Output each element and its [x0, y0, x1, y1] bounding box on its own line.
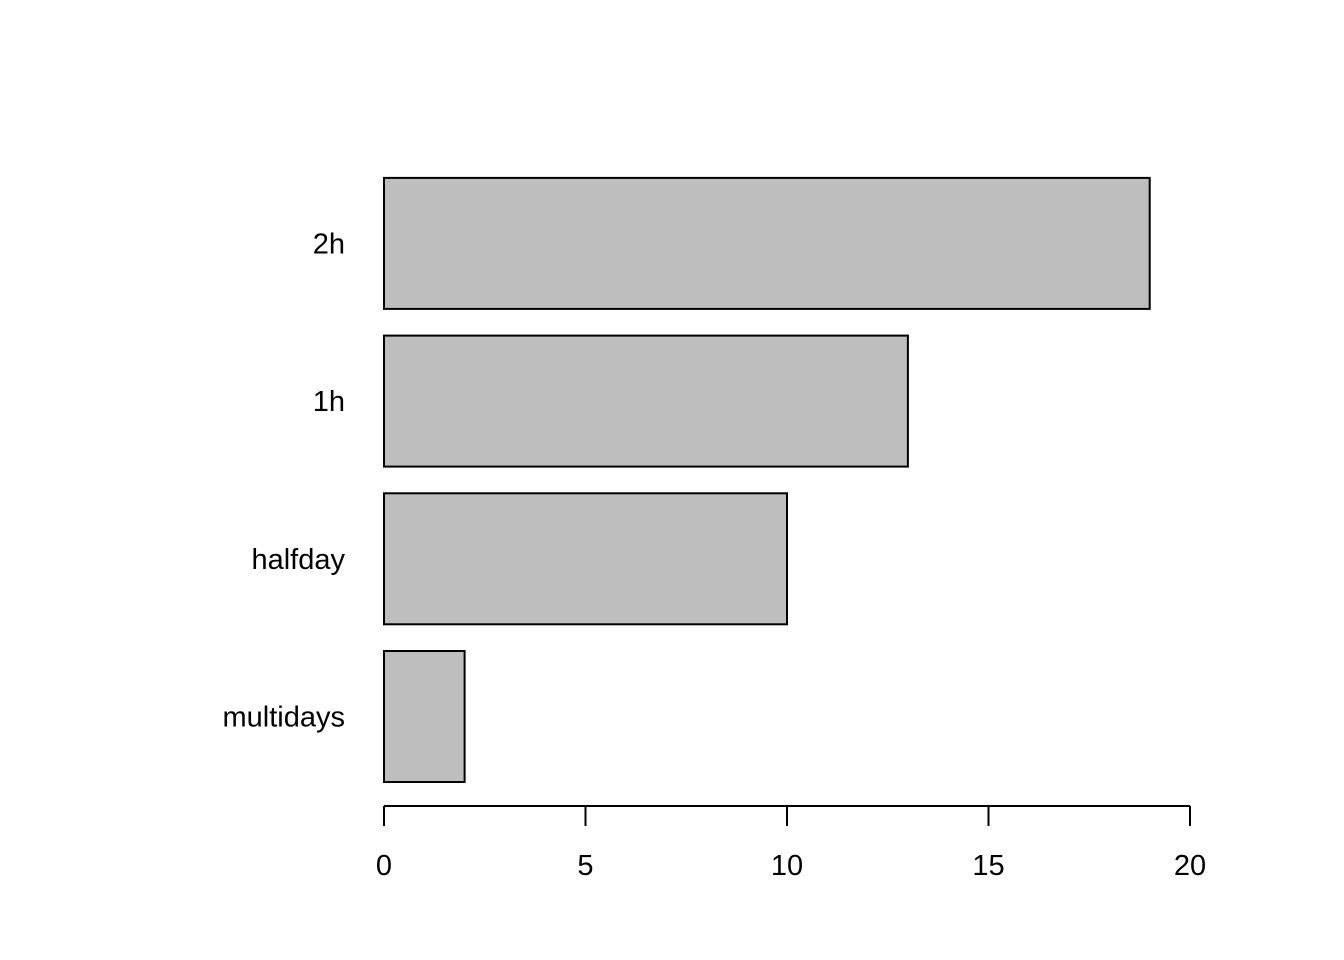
bar-multidays	[383, 650, 466, 783]
x-tick-label-10: 10	[771, 850, 803, 882]
x-tick-label-15: 15	[972, 850, 1004, 882]
bar-2h	[383, 176, 1151, 310]
x-axis: 0 5 10 15 20	[376, 805, 1206, 882]
category-labels-group: multidays halfday 1h 2h	[223, 228, 346, 733]
x-tick-label-0: 0	[376, 850, 392, 882]
bars-group	[383, 176, 1151, 783]
category-label-halfday: halfday	[251, 544, 345, 576]
bar-1h	[383, 334, 909, 468]
category-label-multidays: multidays	[223, 702, 346, 734]
x-tick-label-5: 5	[577, 850, 593, 882]
bar-halfday	[383, 492, 788, 626]
category-label-1h: 1h	[313, 386, 345, 418]
x-tick-label-20: 20	[1174, 850, 1206, 882]
category-label-2h: 2h	[313, 228, 345, 260]
